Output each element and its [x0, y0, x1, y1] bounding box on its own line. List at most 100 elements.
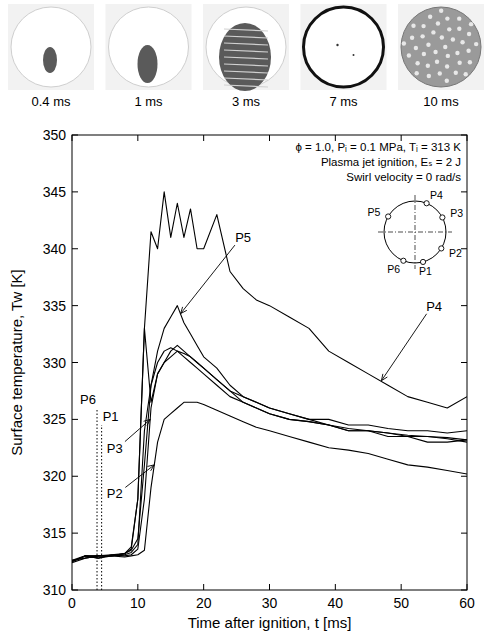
x-tick: [203, 135, 204, 141]
probe-layout: P1P2P3P4P5P6: [368, 189, 464, 277]
photo-speckle: [460, 40, 464, 44]
probe-label: P1: [419, 265, 432, 277]
photo-stripe: [224, 64, 268, 66]
marker-line: [97, 408, 98, 590]
probe-point: [440, 215, 445, 220]
marker-label: P6: [80, 392, 96, 407]
y-tick-label: 345: [43, 184, 67, 200]
y-tick: [461, 476, 467, 477]
annotations: P5P4P3P2: [107, 230, 442, 501]
photo-speckle: [422, 52, 426, 56]
annotation-label: P5: [235, 230, 251, 245]
photo-stripe: [224, 57, 268, 59]
photo-speckle: [457, 27, 461, 31]
series-line: [72, 328, 467, 560]
photo-speckle: [443, 45, 447, 49]
flame-photo: [203, 4, 289, 91]
photo-speckle: [445, 16, 449, 20]
photo-speckle: [435, 60, 439, 64]
photo-ground: [106, 4, 192, 90]
photo-speckle: [447, 27, 451, 31]
photo-speckle: [426, 64, 430, 68]
frame-label: 7 ms: [329, 94, 358, 109]
x-tick: [137, 135, 138, 141]
condition-text: Swirl velocity = 0 rad/s: [346, 171, 461, 183]
x-tick-label: 20: [196, 595, 212, 611]
photo-stripe: [224, 29, 268, 31]
photo-flame: [219, 23, 271, 91]
photo-speckle: [469, 22, 473, 26]
x-tick: [467, 584, 468, 590]
condition-text: Plasma jet ignition, Eₛ = 2 J: [321, 156, 461, 168]
x-tick: [203, 584, 204, 590]
photo-speckle: [454, 71, 458, 75]
flame-photo: [398, 4, 484, 90]
y-tick: [461, 191, 467, 192]
probe-label: P6: [387, 263, 400, 275]
x-tick: [269, 135, 270, 141]
y-tick: [72, 248, 78, 249]
x-tick-label: 60: [459, 595, 475, 611]
y-tick-label: 310: [43, 582, 67, 598]
y-tick-label: 340: [43, 241, 67, 257]
annotation-label: P4: [426, 299, 442, 314]
photo-speckle: [445, 79, 449, 83]
y-tick: [461, 135, 467, 136]
annotation-arrow: [125, 419, 150, 441]
x-tick-label: 40: [328, 595, 344, 611]
photo-speckle: [440, 35, 444, 39]
condition-text: ϕ = 1.0, Pᵢ = 0.1 MPa, Tᵢ = 313 K: [295, 141, 461, 153]
x-tick-label: 30: [262, 595, 278, 611]
inset-circle: [384, 201, 446, 263]
annotation-arrow: [125, 465, 154, 488]
photo-speckle: [402, 41, 406, 45]
probe-point: [401, 258, 406, 263]
y-tick: [461, 248, 467, 249]
annotation-label: P2: [107, 486, 123, 501]
photo-speckle: [414, 46, 418, 50]
probe-label: P4: [430, 189, 443, 201]
y-tick: [72, 533, 78, 534]
series-line: [72, 402, 467, 562]
y-tick: [72, 476, 78, 477]
photo-speckle: [415, 61, 419, 65]
x-tick: [335, 584, 336, 590]
arrow-head: [381, 374, 387, 381]
y-tick-label: 315: [43, 525, 67, 541]
y-axis-title: Surface temperature, Tw [K]: [8, 269, 25, 455]
series-lines: [72, 192, 467, 563]
photo-speckle: [353, 54, 355, 56]
photo-stripe: [224, 85, 268, 87]
photo-speckle: [421, 24, 425, 28]
probe-point: [386, 214, 391, 219]
y-tick: [72, 590, 78, 591]
photo-speckle: [468, 60, 472, 64]
flame-photo: [301, 4, 387, 90]
y-tick-label: 335: [43, 298, 67, 314]
photo-stripe: [224, 50, 268, 52]
photo-speckle: [439, 9, 443, 13]
y-tick: [461, 305, 467, 306]
marker-line: [101, 425, 102, 590]
x-tick: [467, 135, 468, 141]
frame-label: 10 ms: [423, 94, 459, 109]
photo-ground: [8, 4, 94, 90]
series-line: [72, 351, 467, 561]
photo-speckle: [464, 72, 468, 76]
y-tick: [72, 191, 78, 192]
photo-disc: [401, 7, 481, 87]
photo-disc: [11, 7, 91, 87]
annotation-arrow: [381, 314, 426, 381]
frame-label: 3 ms: [232, 94, 261, 109]
marker-label: P1: [103, 409, 119, 424]
flame-photo: [106, 4, 192, 90]
x-tick: [72, 584, 73, 590]
y-tick-label: 330: [43, 355, 67, 371]
photo-speckle: [428, 15, 432, 19]
x-tick: [72, 135, 73, 141]
axes: 0102030405060310315320325330335340345350…: [8, 127, 475, 631]
photo-stripe: [224, 71, 268, 73]
y-tick: [461, 590, 467, 591]
photo-speckle: [336, 44, 338, 46]
y-tick: [72, 419, 78, 420]
